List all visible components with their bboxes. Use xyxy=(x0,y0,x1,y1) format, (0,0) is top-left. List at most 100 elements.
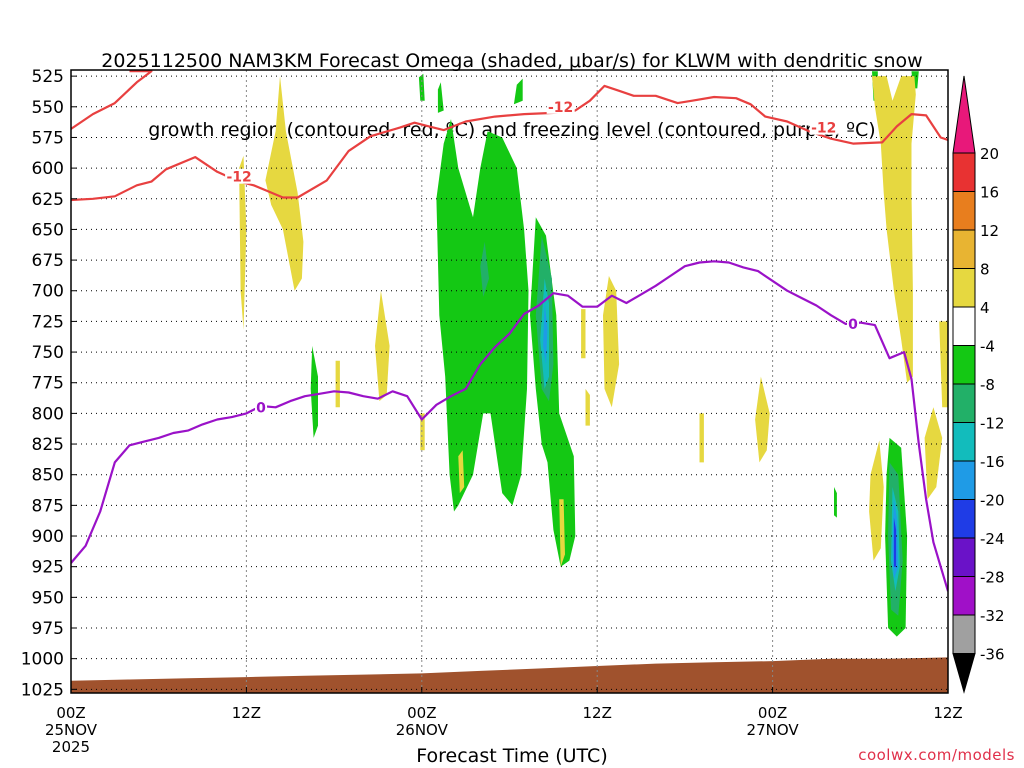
contour-label-bg-1-1 xyxy=(846,315,859,331)
y-tick-label-575: 575 xyxy=(32,128,64,148)
contour-label-1-0: 0 xyxy=(256,400,266,416)
omega-region-11 xyxy=(480,241,489,297)
x-axis-label: Forecast Time (UTC) xyxy=(416,745,608,767)
y-tick-label-625: 625 xyxy=(32,190,64,210)
contour-layer: -12 -12 -12 0 0 xyxy=(71,70,948,592)
x-tick-label-0-0: 00Z xyxy=(56,704,85,722)
chart-title: 2025112500 NAM3KM Forecast Omega (shaded… xyxy=(0,4,1024,165)
colorbar-label-9: -20 xyxy=(980,492,1005,510)
y-tick-label-600: 600 xyxy=(32,159,64,179)
y-tick-label-775: 775 xyxy=(32,374,64,394)
colorbar-label-11: -28 xyxy=(980,569,1005,587)
contour-label-0-1: -12 xyxy=(548,100,573,116)
credit-text[interactable]: coolwx.com/models xyxy=(858,746,1015,764)
colorbar-label-12: -32 xyxy=(980,607,1005,625)
omega-region-3 xyxy=(418,73,425,101)
x-tick-label-12-0: 12Z xyxy=(232,704,261,722)
colorbar-label-5: -4 xyxy=(980,338,995,356)
y-tick-label-525: 525 xyxy=(32,67,64,87)
x-tick-label-48-1: 27NOV xyxy=(747,721,800,739)
contour-label-bg-0-0 xyxy=(225,168,254,184)
y-tick-label-875: 875 xyxy=(32,496,64,516)
y-tick-label-925: 925 xyxy=(32,558,64,578)
omega-region-23 xyxy=(559,499,565,567)
colorbar-label-3: 8 xyxy=(980,261,990,279)
y-tick-label-800: 800 xyxy=(32,404,64,424)
axes-layer: 525 550 575 600 625 650 675 700 725 750 775 800 825 8… xyxy=(21,67,963,756)
y-tick-label-700: 700 xyxy=(32,282,64,302)
y-tick-label-750: 750 xyxy=(32,343,64,363)
colorbar-label-7: -12 xyxy=(980,415,1005,433)
contour-line-0-0 xyxy=(71,70,153,130)
contour-label-0-2: -12 xyxy=(811,121,836,137)
omega-region-32 xyxy=(924,407,943,500)
chart-title-line-1: 2025112500 NAM3KM Forecast Omega (shaded… xyxy=(101,50,923,72)
colorbar-label-8: -16 xyxy=(980,453,1005,471)
omega-region-5 xyxy=(310,345,318,438)
colorbar-swatch-9 xyxy=(952,460,976,500)
omega-region-31 xyxy=(869,440,884,561)
y-tick-label-1025: 1025 xyxy=(21,680,64,700)
colorbar-label-10: -24 xyxy=(980,530,1005,548)
colorbar-swatch-6 xyxy=(952,345,976,385)
colorbar-label-4: 4 xyxy=(980,299,990,317)
omega-region-2 xyxy=(513,78,523,105)
omega-region-21 xyxy=(335,360,340,408)
omega-region-15 xyxy=(543,303,548,365)
y-tick-label-650: 650 xyxy=(32,220,64,240)
contour-label-1-1: 0 xyxy=(848,317,858,333)
colorbar: 20 16 12 8 4 -4 -8 -12 -16 -20 -24 -28 -32 -36 xyxy=(952,75,1005,694)
omega-region-28 xyxy=(699,413,704,463)
x-tick-label-0-1: 25NOV xyxy=(45,721,98,739)
colorbar-label-6: -8 xyxy=(980,376,995,394)
contour-label-bg-0-2 xyxy=(809,119,838,135)
contour-label-bg-1-0 xyxy=(255,399,268,415)
colorbar-swatch-14 xyxy=(952,653,976,694)
omega-region-4 xyxy=(437,82,444,113)
colorbar-swatch-12 xyxy=(952,576,976,616)
colorbar-swatch-8 xyxy=(952,422,976,462)
omega-region-1 xyxy=(530,217,576,567)
contour-label-bg-0-1 xyxy=(546,98,575,114)
colorbar-swatch-0 xyxy=(952,75,976,154)
colorbar-swatch-5 xyxy=(952,306,976,346)
colorbar-label-13: -36 xyxy=(980,646,1005,664)
x-tick-label-36-0: 12Z xyxy=(583,704,612,722)
x-tick-label-60-0: 12Z xyxy=(933,704,962,722)
contour-label-0-0: -12 xyxy=(226,170,251,186)
omega-region-26 xyxy=(585,388,590,426)
colorbar-swatch-10 xyxy=(952,499,976,539)
terrain-layer xyxy=(71,657,948,693)
colorbar-swatch-11 xyxy=(952,537,976,577)
y-tick-label-1000: 1000 xyxy=(21,650,64,670)
x-tick-label-24-1: 26NOV xyxy=(396,721,449,739)
y-tick-label-850: 850 xyxy=(32,466,64,486)
colorbar-swatch-1 xyxy=(952,152,976,192)
omega-region-6 xyxy=(834,487,837,518)
terrain-fill xyxy=(71,657,948,693)
omega-region-24 xyxy=(458,450,465,494)
colorbar-label-0: 20 xyxy=(980,145,999,163)
colorbar-swatch-2 xyxy=(952,191,976,231)
y-tick-label-975: 975 xyxy=(32,619,64,639)
omega-region-0 xyxy=(436,119,529,512)
x-tick-label-0-2: 2025 xyxy=(52,738,90,756)
omega-region-17 xyxy=(893,517,897,567)
y-tick-label-550: 550 xyxy=(32,98,64,118)
colorbar-swatch-13 xyxy=(952,614,976,654)
colorbar-label-2: 12 xyxy=(980,222,999,240)
colorbar-swatch-7 xyxy=(952,383,976,423)
y-tick-label-825: 825 xyxy=(32,435,64,455)
colorbar-label-1: 16 xyxy=(980,184,999,202)
y-tick-label-950: 950 xyxy=(32,588,64,608)
omega-region-30 xyxy=(872,76,916,383)
omega-region-22 xyxy=(603,276,620,408)
y-tick-label-900: 900 xyxy=(32,527,64,547)
omega-region-33 xyxy=(939,321,948,408)
x-tick-label-24-0: 00Z xyxy=(407,704,436,722)
contour-line-1-0 xyxy=(71,260,948,592)
omega-region-20 xyxy=(375,290,390,402)
colorbar-swatch-4 xyxy=(952,268,976,308)
y-tick-label-675: 675 xyxy=(32,251,64,271)
